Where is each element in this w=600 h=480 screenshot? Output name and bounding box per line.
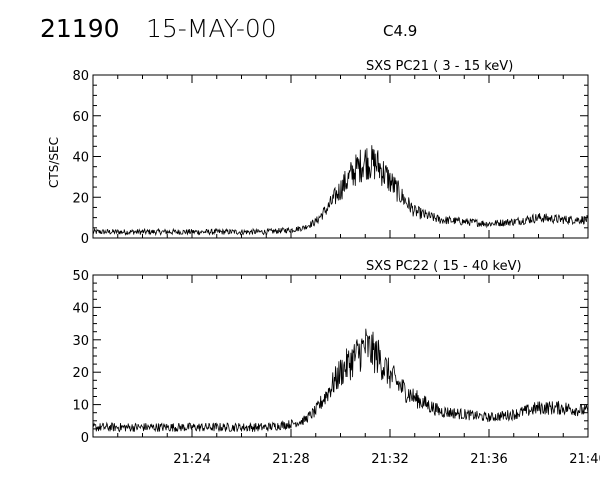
panel1-ytick-label: 80 [72,69,89,84]
panel2-series-line [92,328,589,433]
panel2-ytick-label: 10 [72,399,89,414]
event-date: 15-MAY-00 [146,14,277,43]
event-id: 21190 [40,14,120,43]
xtick-label: 21:24 [173,452,210,467]
panel2-ytick-label: 0 [81,431,89,446]
panel2-ytick-label: 50 [72,269,89,284]
panel1-ytick-label: 60 [72,110,89,125]
panel2-ytick-label: 20 [72,366,89,381]
xtick-label: 21:36 [470,452,507,467]
xtick-label: 21:28 [272,452,309,467]
panel1-frame [92,74,589,239]
xtick-label: 21:32 [371,452,408,467]
panel1-ytick-label: 0 [81,232,89,247]
panel2-title: SXS PC22 ( 15 - 40 keV) [366,259,522,274]
panel2-ytick-label: 40 [72,301,89,316]
panel1-title: SXS PC21 ( 3 - 15 keV) [366,59,514,74]
panel1-ytick-label: 20 [72,191,89,206]
panel1-series-line [92,145,589,237]
panel1-ytick-label: 40 [72,151,89,166]
panel2-ytick-label: 30 [72,334,89,349]
xtick-label: 21:40 [569,452,600,467]
flare-class: C4.9 [383,22,418,40]
